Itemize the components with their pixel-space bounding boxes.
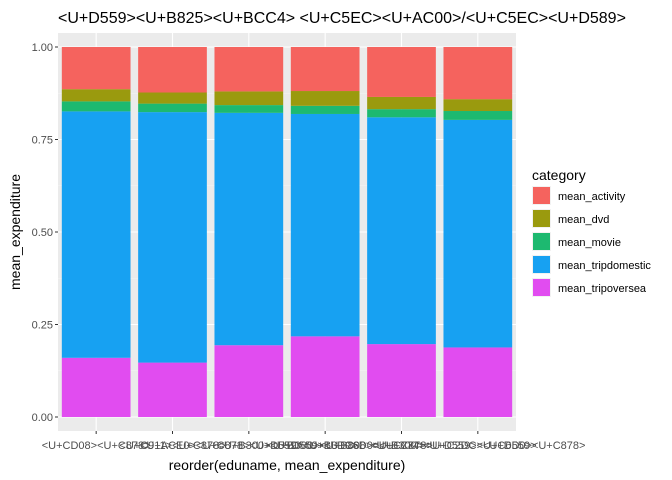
legend-title: category	[532, 167, 586, 183]
bar-segment-mean_activity	[443, 47, 513, 100]
legend-swatch-mean_dvd	[533, 210, 550, 227]
x-tick-label: <U+B300><U+B808><U+C774><U+C2DC><U+D559>	[267, 440, 537, 452]
y-tick-label: 1.00	[32, 42, 53, 54]
y-axis: 0.00 0.25 0.50 0.75 1.00	[32, 42, 58, 424]
bar-segment-mean_dvd	[443, 99, 513, 112]
bar-segment-mean_tripdomestic	[61, 111, 131, 358]
bar-segment-mean_tripoversea	[214, 345, 284, 417]
legend-swatch-mean_tripdomestic	[533, 256, 550, 273]
legend-swatch-mean_tripoversea	[533, 279, 550, 296]
bar-segment-mean_tripoversea	[443, 347, 513, 417]
bar-segment-mean_activity	[138, 47, 207, 93]
legend-label-mean_tripdomestic: mean_tripdomestic	[558, 260, 651, 272]
bar-segment-mean_movie	[138, 103, 207, 113]
bar-segment-mean_tripdomestic	[138, 112, 207, 363]
x-axis: <U+CD08><U+C878><U+C911><U+C878><U+ACE0>…	[42, 431, 585, 452]
bar-segment-mean_tripdomestic	[290, 113, 360, 337]
bar-segment-mean_activity	[367, 47, 436, 97]
y-tick-label: 0.50	[32, 227, 53, 239]
legend-swatch-mean_movie	[533, 233, 550, 250]
bar-segment-mean_tripoversea	[367, 344, 436, 417]
chart-title: <U+D559><U+B825><U+BCC4> <U+C5EC><U+AC00…	[58, 10, 626, 27]
bar-segment-mean_dvd	[138, 92, 207, 104]
y-tick-label: 0.25	[32, 320, 53, 332]
legend-label-mean_dvd: mean_dvd	[558, 214, 609, 226]
y-tick-label: 0.75	[32, 135, 53, 147]
bar-segment-mean_tripoversea	[61, 357, 131, 417]
bar-segment-mean_activity	[61, 47, 131, 90]
bar-segment-mean_movie	[290, 105, 360, 114]
legend: category mean_activity mean_dvd mean_movie…	[532, 167, 651, 297]
y-tick-label: 0.00	[32, 412, 53, 424]
x-tick-label: <U+CD08><U+C878>	[42, 440, 151, 452]
bar-segment-mean_movie	[214, 105, 284, 113]
x-tick-label: <U+B300><U+D559><U+C6D0><U+C878>	[370, 440, 585, 452]
bar-segment-mean_tripoversea	[138, 362, 207, 417]
bar-segment-mean_tripdomestic	[367, 117, 436, 345]
bar-segment-mean_dvd	[61, 89, 131, 102]
bar-segment-mean_tripdomestic	[214, 112, 284, 346]
x-tick-label: <U+ACE0><U+C878><U+D559><U+B3D9>	[140, 440, 358, 452]
bar-segment-mean_activity	[214, 47, 284, 92]
bar-segment-mean_movie	[61, 101, 131, 112]
x-tick-label: <U+C911><U+C878>	[119, 440, 225, 452]
x-tick-label: <U+B300><U+D559><U+C6D0><U+C878>	[218, 440, 433, 452]
bar-segment-mean_dvd	[290, 91, 360, 106]
bar-segment-mean_dvd	[367, 96, 436, 110]
bar-segment-mean_tripoversea	[290, 336, 360, 417]
x-axis-title: reorder(eduname, mean_expenditure)	[169, 457, 406, 473]
bar-segment-mean_activity	[290, 47, 360, 92]
bar-segment-mean_tripdomestic	[443, 119, 513, 348]
bar-segment-mean_dvd	[214, 91, 284, 106]
legend-label-mean_tripoversea: mean_tripoversea	[558, 283, 647, 295]
bar-segment-mean_movie	[443, 111, 513, 120]
bar-segment-mean_movie	[367, 109, 436, 118]
legend-label-mean_activity: mean_activity	[558, 191, 626, 203]
legend-label-mean_movie: mean_movie	[558, 237, 621, 249]
legend-swatch-mean_activity	[533, 187, 550, 204]
bars	[61, 47, 513, 417]
y-axis-title: mean_expenditure	[7, 174, 23, 290]
